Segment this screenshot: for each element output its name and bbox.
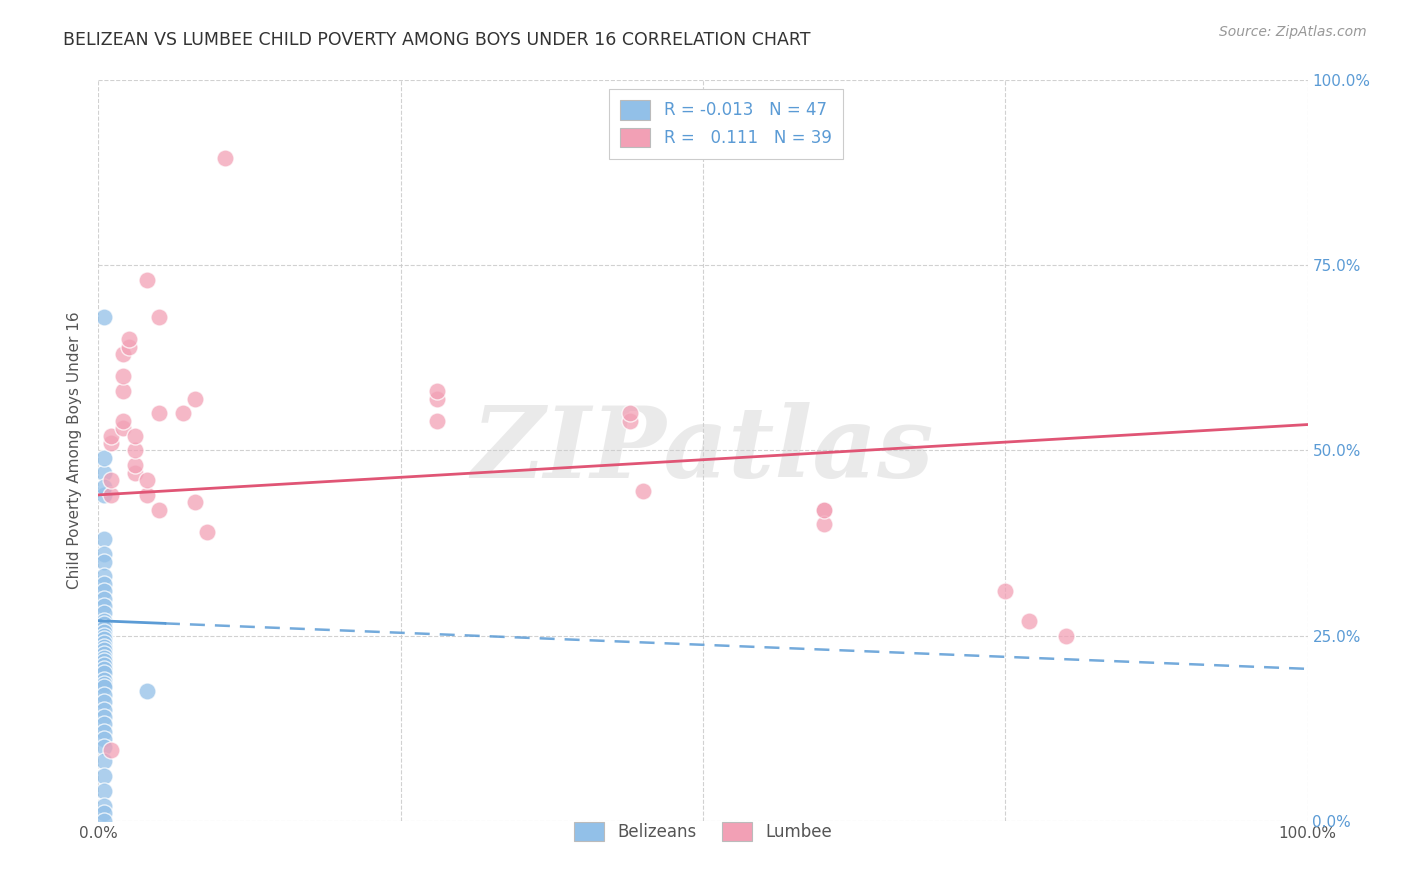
Point: [111, 369, 134, 384]
Point: [93, 480, 115, 494]
Point: [93, 769, 115, 783]
Point: [93, 632, 115, 647]
Point: [93, 655, 115, 669]
Point: [135, 684, 157, 698]
Point: [111, 347, 134, 361]
Point: [426, 384, 449, 399]
Point: [135, 488, 157, 502]
Point: [813, 517, 835, 532]
Point: [93, 533, 115, 547]
Point: [93, 569, 115, 583]
Point: [93, 643, 115, 657]
Point: [93, 732, 115, 747]
Point: [93, 717, 115, 731]
Point: [93, 806, 115, 821]
Point: [100, 743, 122, 757]
Point: [93, 576, 115, 591]
Point: [93, 784, 115, 798]
Point: [93, 450, 115, 465]
Point: [93, 662, 115, 676]
Point: [93, 739, 115, 754]
Y-axis label: Child Poverty Among Boys Under 16: Child Poverty Among Boys Under 16: [67, 311, 83, 590]
Point: [100, 436, 122, 450]
Point: [93, 607, 115, 621]
Point: [148, 407, 170, 421]
Point: [631, 484, 654, 499]
Point: [93, 488, 115, 502]
Text: ZIPatlas: ZIPatlas: [472, 402, 934, 499]
Point: [111, 414, 134, 428]
Text: Source: ZipAtlas.com: Source: ZipAtlas.com: [1219, 25, 1367, 39]
Point: [93, 688, 115, 702]
Point: [118, 340, 141, 354]
Point: [93, 621, 115, 635]
Point: [426, 392, 449, 406]
Point: [124, 443, 146, 458]
Text: BELIZEAN VS LUMBEE CHILD POVERTY AMONG BOYS UNDER 16 CORRELATION CHART: BELIZEAN VS LUMBEE CHILD POVERTY AMONG B…: [63, 31, 811, 49]
Point: [93, 617, 115, 632]
Point: [93, 636, 115, 650]
Point: [135, 273, 157, 287]
Point: [93, 640, 115, 654]
Point: [813, 502, 835, 516]
Point: [93, 681, 115, 695]
Point: [135, 473, 157, 487]
Point: [93, 547, 115, 561]
Point: [184, 392, 207, 406]
Point: [93, 628, 115, 642]
Point: [93, 591, 115, 606]
Point: [93, 555, 115, 569]
Point: [195, 524, 218, 539]
Point: [994, 584, 1017, 599]
Point: [619, 414, 641, 428]
Point: [1054, 628, 1077, 642]
Point: [100, 488, 122, 502]
Point: [111, 384, 134, 399]
Point: [93, 584, 115, 599]
Point: [93, 814, 115, 828]
Point: [148, 502, 170, 516]
Point: [426, 414, 449, 428]
Point: [93, 695, 115, 709]
Point: [93, 599, 115, 613]
Point: [93, 658, 115, 673]
Point: [93, 710, 115, 724]
Point: [124, 466, 146, 480]
Point: [148, 310, 170, 325]
Point: [93, 798, 115, 813]
Point: [100, 473, 122, 487]
Point: [93, 755, 115, 769]
Point: [93, 310, 115, 325]
Point: [619, 407, 641, 421]
Point: [93, 650, 115, 665]
Point: [93, 724, 115, 739]
Point: [184, 495, 207, 509]
Point: [100, 428, 122, 442]
Point: [93, 647, 115, 661]
Point: [93, 676, 115, 690]
Point: [124, 458, 146, 473]
Point: [124, 428, 146, 442]
Point: [93, 466, 115, 480]
Point: [118, 332, 141, 346]
Point: [93, 665, 115, 680]
Point: [93, 624, 115, 639]
Point: [214, 151, 236, 165]
Point: [111, 421, 134, 435]
Legend: Belizeans, Lumbee: Belizeans, Lumbee: [562, 811, 844, 853]
Point: [1018, 614, 1040, 628]
Point: [93, 703, 115, 717]
Point: [172, 407, 194, 421]
Point: [93, 614, 115, 628]
Point: [93, 673, 115, 687]
Point: [813, 502, 835, 516]
